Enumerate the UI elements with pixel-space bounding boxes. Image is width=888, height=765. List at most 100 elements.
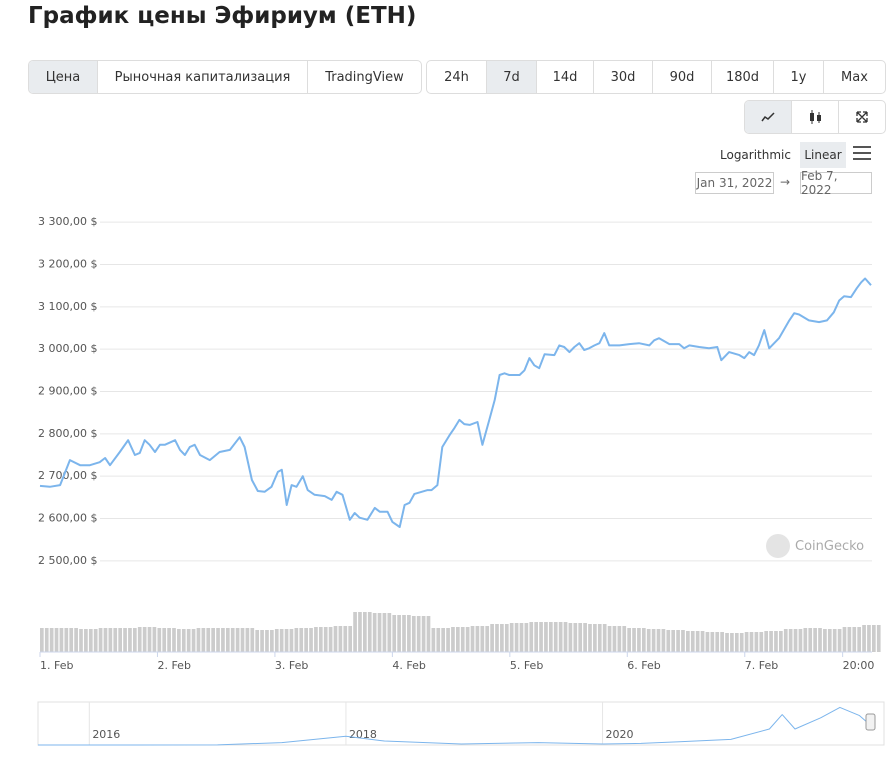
volume-bar bbox=[137, 627, 142, 652]
volume-bar bbox=[485, 626, 490, 652]
range[interactable]: 7d bbox=[487, 61, 537, 93]
volume-bar bbox=[671, 630, 676, 652]
volume-bar bbox=[167, 628, 171, 652]
volume-bar bbox=[294, 628, 299, 652]
volume-bar bbox=[690, 631, 695, 652]
volume-bar bbox=[783, 629, 788, 652]
volume-bar bbox=[206, 628, 211, 652]
volume-bar bbox=[744, 632, 749, 652]
volume-bar bbox=[49, 628, 54, 652]
volume-bar bbox=[529, 622, 534, 652]
volume-bar bbox=[270, 630, 274, 652]
volume-bar bbox=[539, 622, 543, 652]
volume-bar bbox=[358, 612, 362, 652]
volume-bar bbox=[323, 627, 328, 652]
volume-bar bbox=[64, 628, 69, 652]
volume-bar bbox=[40, 628, 44, 652]
tab[interactable]: Цена bbox=[29, 61, 98, 93]
volume-bar bbox=[372, 613, 377, 652]
volume-bar bbox=[93, 629, 98, 652]
volume-bar bbox=[573, 623, 578, 652]
chart-style-buttons bbox=[744, 100, 886, 134]
scale-option[interactable]: Logarithmic bbox=[720, 148, 791, 162]
watermark: CoinGecko bbox=[766, 534, 864, 558]
volume-bar bbox=[191, 629, 196, 652]
y-tick-label: 2 900,00 $ bbox=[38, 385, 97, 398]
volume-bar bbox=[666, 630, 671, 652]
tab[interactable]: TradingView bbox=[325, 69, 404, 85]
range[interactable]: 14d bbox=[537, 61, 594, 93]
volume-bar bbox=[284, 629, 289, 652]
volume-bar bbox=[749, 632, 754, 652]
volume-bar bbox=[818, 628, 822, 652]
line-chart-button[interactable] bbox=[745, 101, 792, 133]
range[interactable]: 24h bbox=[427, 61, 487, 93]
volume-bar bbox=[837, 629, 842, 652]
volume-bar bbox=[98, 628, 103, 652]
tab[interactable]: Рыночная капитализация bbox=[98, 61, 308, 93]
volume-bar bbox=[84, 629, 88, 652]
volume-bar bbox=[553, 622, 558, 652]
range[interactable]: Max bbox=[841, 69, 868, 85]
volume-bar bbox=[152, 627, 157, 652]
volume-bar bbox=[558, 622, 563, 652]
fullscreen-button[interactable] bbox=[839, 101, 885, 133]
volume-bar bbox=[593, 624, 597, 652]
volume-bar bbox=[597, 624, 602, 652]
volume-bar bbox=[407, 615, 411, 652]
navigator-frame bbox=[37, 701, 885, 746]
volume-bar bbox=[245, 628, 250, 652]
volume-bar bbox=[113, 628, 118, 652]
scale-option[interactable]: Linear bbox=[800, 142, 846, 168]
volume-bar bbox=[646, 629, 651, 652]
menu-button[interactable] bbox=[853, 146, 871, 160]
volume-bar bbox=[44, 628, 49, 652]
range[interactable]: 1y bbox=[774, 61, 824, 93]
volume-bar bbox=[201, 628, 206, 652]
volume-bar bbox=[470, 626, 475, 652]
volume-bar bbox=[416, 616, 421, 652]
volume-bar bbox=[568, 623, 573, 652]
volume-bar bbox=[128, 628, 132, 652]
volume-bar bbox=[813, 628, 817, 652]
volume-bar bbox=[255, 630, 260, 652]
date-from[interactable]: Jan 31, 2022 bbox=[695, 172, 774, 194]
volume-bar bbox=[186, 629, 191, 652]
volume-bar bbox=[754, 632, 759, 652]
volume-bar bbox=[720, 632, 724, 652]
x-tick-label: 1. Feb bbox=[40, 659, 73, 672]
volume-bar bbox=[734, 633, 739, 652]
x-tick-label: 4. Feb bbox=[392, 659, 425, 672]
range[interactable]: 180d bbox=[712, 61, 774, 93]
candle-chart-button[interactable] bbox=[792, 101, 839, 133]
volume-bar bbox=[612, 626, 617, 652]
volume-bar bbox=[651, 629, 656, 652]
date-arrow: → bbox=[780, 175, 791, 189]
volume-bar bbox=[617, 626, 622, 652]
volume-bar bbox=[842, 627, 847, 652]
volume-bar bbox=[103, 628, 108, 652]
volume-bar bbox=[793, 629, 798, 652]
volume-bar bbox=[509, 623, 514, 652]
volume-bar bbox=[514, 623, 519, 652]
range[interactable]: 30d bbox=[594, 61, 653, 93]
volume-bar bbox=[118, 628, 122, 652]
volume-bar bbox=[715, 632, 720, 652]
volume-bar bbox=[69, 628, 74, 652]
x-tick-label: 20:00 bbox=[843, 659, 875, 672]
volume-bar bbox=[446, 628, 450, 652]
volume-bar bbox=[764, 631, 769, 652]
volume-bar bbox=[142, 627, 147, 652]
volume-bar bbox=[230, 628, 235, 652]
volume-bar bbox=[524, 623, 529, 652]
volume-bar bbox=[88, 629, 93, 652]
navigator-tick-label: 2020 bbox=[606, 728, 634, 741]
navigator-line bbox=[38, 706, 870, 746]
volume-bar bbox=[289, 629, 294, 652]
volume-bar bbox=[387, 613, 392, 652]
volume-bar bbox=[495, 624, 499, 652]
volume-bar bbox=[363, 612, 367, 652]
range[interactable]: 90d bbox=[653, 61, 712, 93]
page-title: График цены Эфириум (ETH) bbox=[28, 3, 417, 29]
date-to[interactable]: Feb 7, 2022 bbox=[800, 169, 872, 197]
